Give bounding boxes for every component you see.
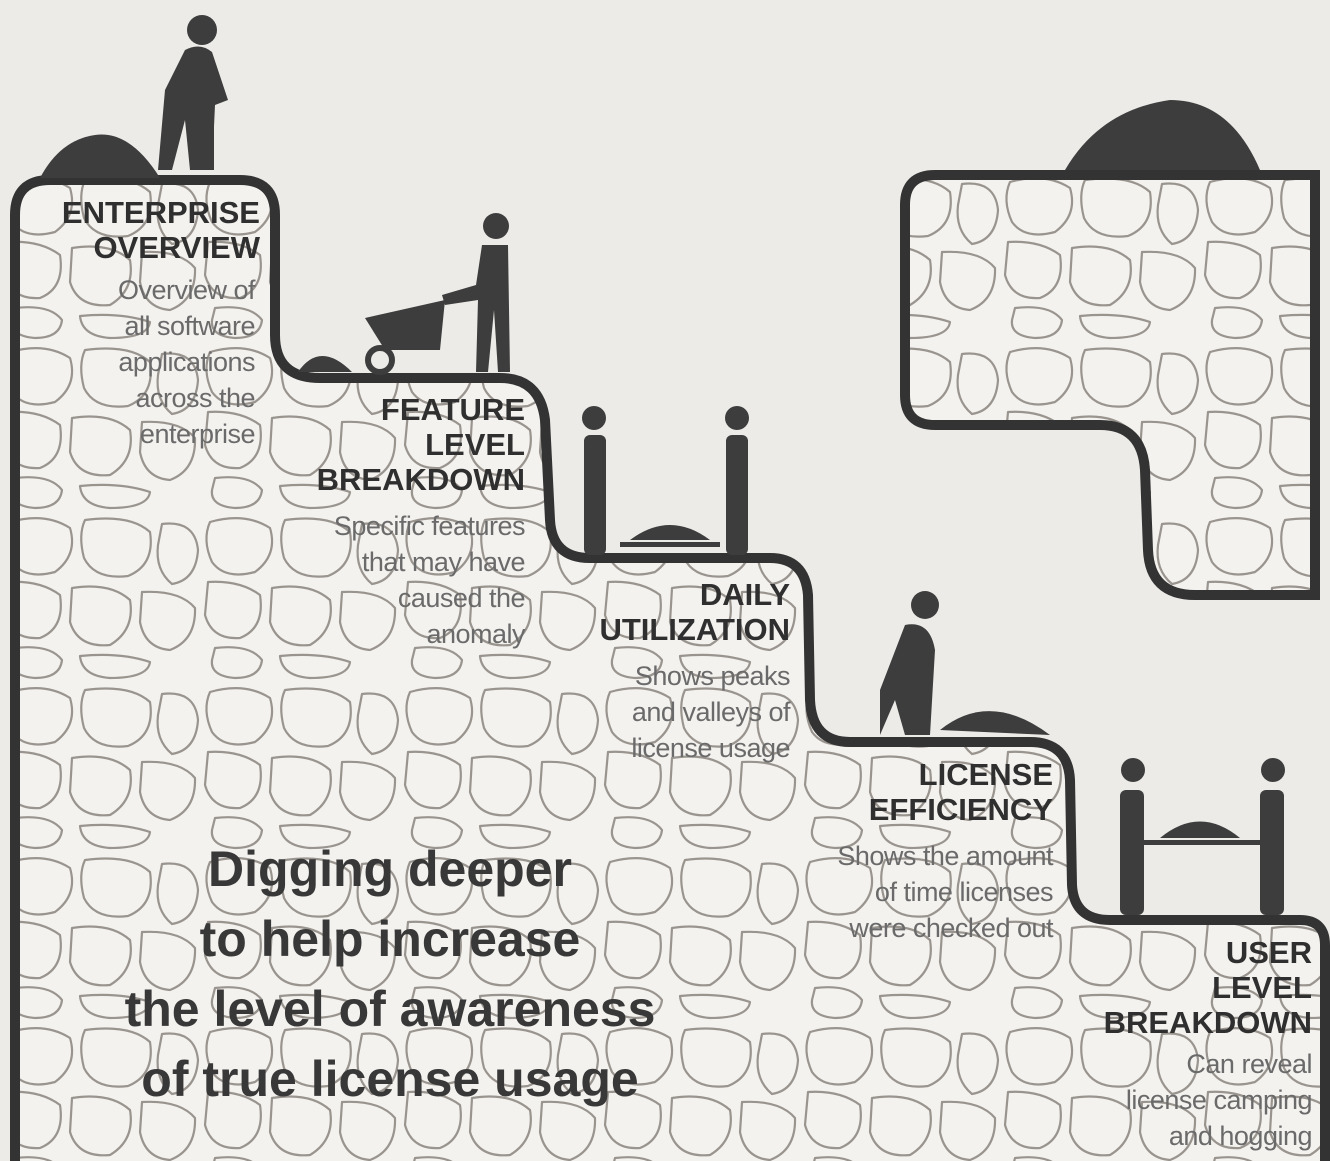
step-description: Shows the amount [837, 838, 1053, 874]
step-description: Overview of [118, 272, 255, 308]
step-description: and hogging [1169, 1118, 1312, 1154]
step-title: LEVEL [1212, 970, 1312, 1005]
step-title: LICENSE [919, 757, 1053, 792]
step-description: anomaly [426, 616, 525, 652]
step-description: license camping [1126, 1082, 1312, 1118]
removed-block [905, 175, 1315, 595]
infographic: ENTERPRISEOVERVIEW Overview ofall softwar… [0, 0, 1330, 1161]
step-description: across the [135, 380, 255, 416]
step-description: Shows peaks [635, 658, 790, 694]
step-title: BREAKDOWN [317, 462, 525, 497]
step-title: FEATURE [381, 392, 525, 427]
step-title: LEVEL [425, 427, 525, 462]
step-title: USER [1226, 935, 1312, 970]
step-title: BREAKDOWN [1104, 1005, 1312, 1040]
step-title: DAILY [700, 577, 790, 612]
step-description: enterprise [140, 416, 255, 452]
step-description: and valleys of [632, 694, 790, 730]
step-description: of time licenses [875, 874, 1053, 910]
step-description: were checked out [849, 910, 1053, 946]
step-description: license usage [631, 730, 790, 766]
step-description: Can reveal [1186, 1046, 1312, 1082]
step-description: applications [118, 344, 255, 380]
step-title: OVERVIEW [93, 230, 260, 265]
step-title: EFFICIENCY [869, 792, 1053, 827]
step-title: ENTERPRISE [62, 195, 260, 230]
tagline: of true license usage [40, 1050, 740, 1108]
step-description: caused the [398, 580, 525, 616]
tagline: Digging deeper [40, 840, 740, 898]
step-title: UTILIZATION [599, 612, 790, 647]
step-description: Specific features [334, 508, 525, 544]
step-description: all software [124, 308, 255, 344]
step-description: that may have [362, 544, 525, 580]
tagline: to help increase [40, 910, 740, 968]
tagline: the level of awareness [40, 980, 740, 1038]
